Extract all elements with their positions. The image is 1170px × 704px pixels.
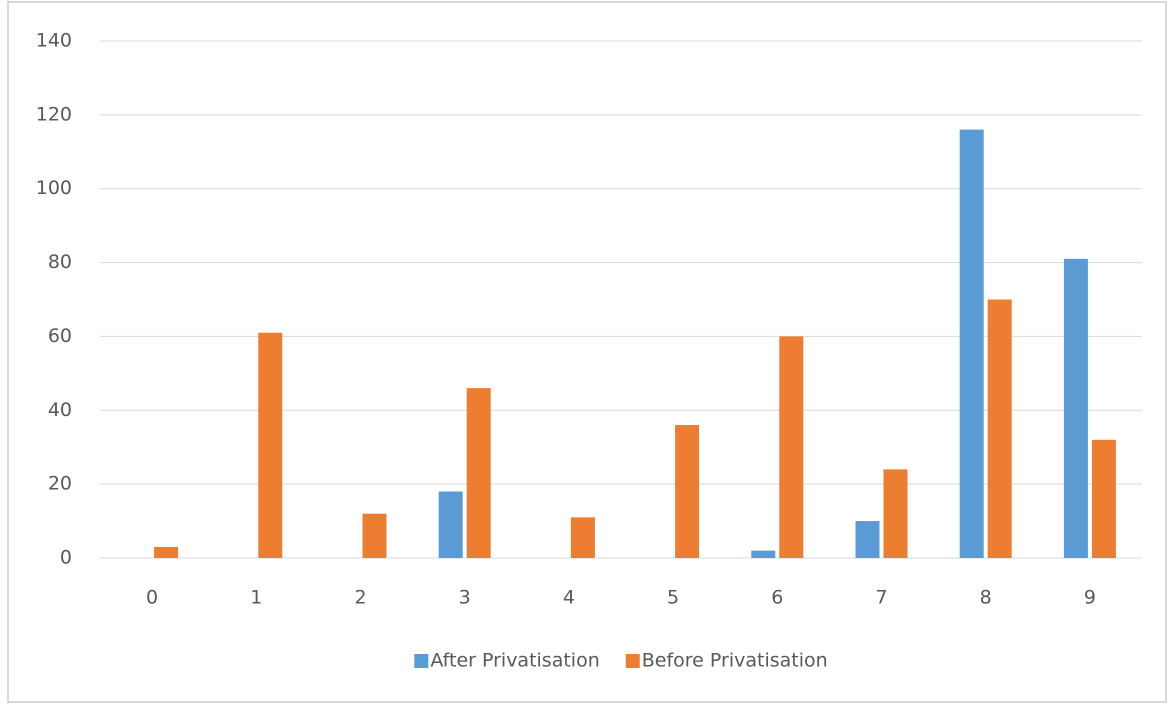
bar bbox=[258, 332, 283, 558]
bar bbox=[466, 388, 491, 558]
bar bbox=[855, 521, 880, 558]
legend-swatch bbox=[414, 654, 429, 668]
bar bbox=[987, 299, 1012, 558]
y-tick-label: 100 bbox=[36, 177, 72, 199]
x-tick-label: 5 bbox=[667, 587, 679, 609]
bar bbox=[675, 425, 700, 558]
x-tick-label: 9 bbox=[1084, 587, 1096, 609]
bar bbox=[570, 517, 595, 558]
y-tick-label: 40 bbox=[48, 399, 72, 421]
x-tick-label: 6 bbox=[771, 587, 783, 609]
bar bbox=[959, 129, 984, 558]
x-tick-label: 2 bbox=[354, 587, 366, 609]
y-tick-label: 60 bbox=[48, 325, 72, 347]
legend-label: After Privatisation bbox=[430, 650, 599, 672]
bar bbox=[362, 513, 387, 558]
y-tick-label: 120 bbox=[36, 103, 72, 125]
x-tick-label: 1 bbox=[250, 587, 262, 609]
bar bbox=[779, 336, 804, 558]
x-tick-label: 4 bbox=[563, 587, 575, 609]
y-tick-label: 140 bbox=[36, 30, 72, 52]
legend-swatch bbox=[625, 654, 640, 668]
legend-label: Before Privatisation bbox=[642, 650, 828, 672]
y-tick-label: 80 bbox=[48, 251, 72, 273]
bar bbox=[1091, 439, 1116, 558]
x-tick-label: 0 bbox=[146, 587, 158, 609]
bar bbox=[751, 550, 776, 558]
y-tick-label: 20 bbox=[48, 473, 72, 495]
bar bbox=[154, 546, 179, 558]
x-tick-label: 3 bbox=[459, 587, 471, 609]
bar bbox=[438, 491, 463, 558]
x-tick-label: 8 bbox=[980, 587, 992, 609]
bar bbox=[1063, 258, 1088, 558]
x-tick-label: 7 bbox=[875, 587, 887, 609]
y-tick-label: 0 bbox=[60, 547, 72, 569]
bar bbox=[883, 469, 908, 558]
